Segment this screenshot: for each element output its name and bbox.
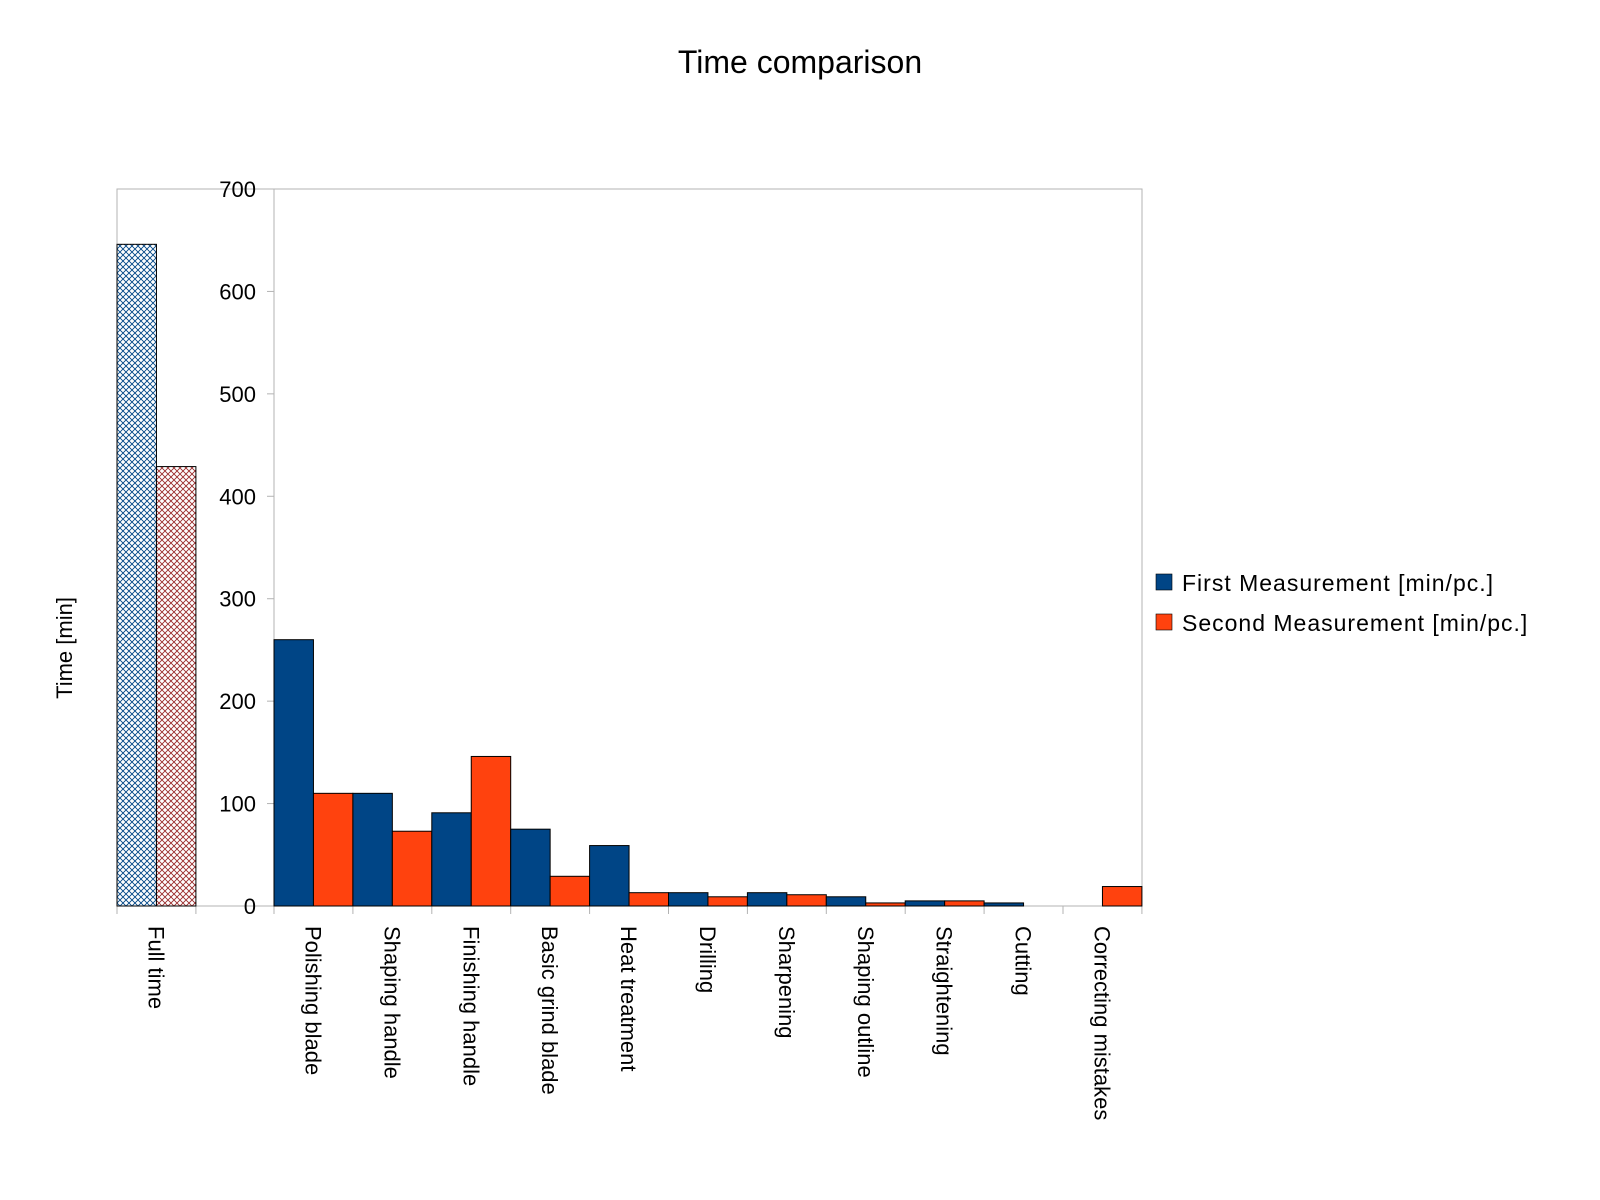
bar-first-sharpening <box>746 892 788 907</box>
legend-swatch-first <box>1155 573 1173 591</box>
category-label: Full time <box>143 926 168 1009</box>
y-tick-label: 100 <box>219 792 256 817</box>
bar-second-sharpening <box>786 894 827 907</box>
category-label: Cutting <box>1011 926 1036 996</box>
legend: First Measurement [min/pc.] Second Measu… <box>1155 570 1528 636</box>
x-axis-ticks <box>116 906 1143 914</box>
bar-first-drilling <box>668 892 709 907</box>
category-label: Correcting mistakes <box>1089 926 1114 1120</box>
y-tick-label: 700 <box>219 177 256 202</box>
y-tick-label: 0 <box>244 894 256 919</box>
category-label: Heat treatment <box>616 926 641 1072</box>
bars <box>116 243 1143 907</box>
plot-frame <box>116 188 1143 907</box>
y-tick-label: 600 <box>219 279 256 304</box>
y-axis-ticks: 0 100 200 300 400 500 600 700 <box>219 177 274 919</box>
bar-first-polishing-blade <box>273 639 314 907</box>
bar-first-straightening <box>904 900 946 907</box>
y-tick-label: 200 <box>219 689 256 714</box>
category-label: Shaping handle <box>379 926 404 1079</box>
bar-first-shaping-handle <box>352 792 393 907</box>
y-tick-label: 500 <box>219 382 256 407</box>
bar-first-finishing-handle <box>431 812 472 907</box>
bar-second-drilling <box>707 896 748 907</box>
category-label: Drilling <box>695 926 720 993</box>
bar-second-heat-treatment <box>628 892 669 907</box>
category-label: Straightening <box>932 926 957 1056</box>
legend-label-first: First Measurement [min/pc.] <box>1182 570 1494 596</box>
legend-label-second: Second Measurement [min/pc.] <box>1182 610 1528 636</box>
legend-item-first[interactable]: First Measurement [min/pc.] <box>1155 570 1494 596</box>
bar-first-cutting <box>983 902 1025 907</box>
bar-second-shaping-handle <box>391 830 433 907</box>
bar-first-basic-grind-blade <box>510 828 551 907</box>
chart-title: Time comparison <box>678 44 922 80</box>
legend-swatch-second <box>1155 613 1173 631</box>
y-tick-label: 300 <box>219 587 256 612</box>
bar-second-straightening <box>944 900 985 907</box>
y-axis-label: Time [min] <box>52 597 77 699</box>
bar-second-full-time <box>155 466 197 907</box>
bar-first-shaping-outline <box>825 896 867 907</box>
bar-second-finishing-handle <box>470 755 512 907</box>
category-label: Sharpening <box>774 926 799 1039</box>
y-tick-label: 400 <box>219 484 256 509</box>
bar-second-shaping-outline <box>865 902 906 907</box>
bar-second-basic-grind-blade <box>549 875 591 907</box>
bar-second-correcting-mistakes <box>1101 886 1143 907</box>
category-labels: Full time Polishing blade Shaping handle Fi… <box>143 926 1114 1120</box>
category-label: Finishing handle <box>458 926 483 1086</box>
bar-second-polishing-blade <box>312 792 354 907</box>
legend-item-second[interactable]: Second Measurement [min/pc.] <box>1155 610 1528 636</box>
bar-first-full-time <box>116 243 157 907</box>
category-label: Basic grind blade <box>537 926 562 1095</box>
category-label: Polishing blade <box>300 926 325 1075</box>
category-label: Shaping outline <box>853 926 878 1078</box>
bar-first-heat-treatment <box>589 845 630 907</box>
